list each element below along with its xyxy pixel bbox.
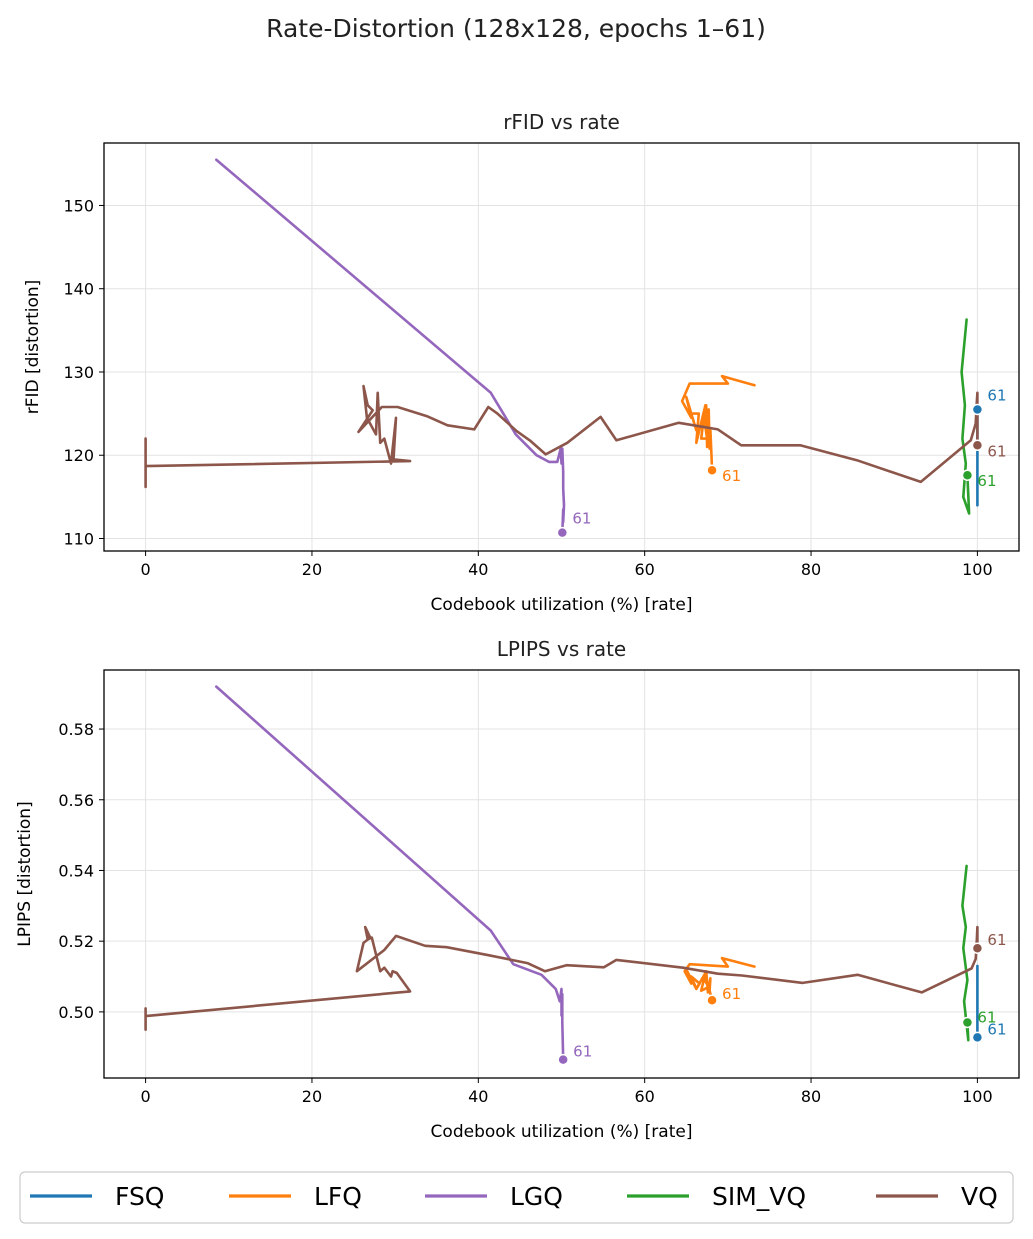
y-axis-label: LPIPS [distortion]	[15, 801, 35, 946]
x-tick-label-2: 40	[468, 1087, 488, 1106]
final-marker-sim-vq	[961, 469, 974, 481]
final-marker-lfq	[706, 464, 718, 476]
final-label-lfq: 61	[722, 985, 741, 1003]
axes-frame	[103, 669, 1020, 1079]
final-marker-fsq	[971, 403, 984, 416]
series-line-sim-vq	[960, 318, 971, 515]
y-tick-label-3: 140	[63, 280, 94, 299]
final-label-vq: 61	[987, 931, 1006, 949]
series-line-vq	[144, 925, 979, 1031]
legend-label-sim-vq: SIM_VQ	[712, 1182, 806, 1211]
final-marker-vq	[971, 439, 984, 452]
axes-frame	[103, 142, 1020, 552]
final-label-vq: 61	[987, 442, 1006, 460]
y-tick-label-0: 110	[63, 530, 94, 549]
y-tick-label-4: 150	[63, 196, 94, 215]
y-tick-label-2: 0.54	[58, 861, 94, 880]
final-marker-lgq	[557, 1053, 569, 1066]
x-axis-label: Codebook utilization (%) [rate]	[431, 1122, 693, 1142]
legend-label-lfq: LFQ	[314, 1182, 362, 1211]
panel-title: rFID vs rate	[503, 110, 620, 134]
x-tick-label-1: 20	[302, 1087, 322, 1106]
legend-frame	[19, 1171, 1014, 1224]
y-axis-label: rFID [distortion]	[23, 280, 43, 415]
series-line-lgq	[215, 685, 565, 1061]
x-axis-label: Codebook utilization (%) [rate]	[431, 595, 693, 615]
legend: FSQ LFQ LGQ SIM_VQ VQ	[19, 1171, 1014, 1224]
final-label-lgq: 61	[573, 1043, 592, 1061]
x-tick-label-0: 0	[140, 1087, 150, 1106]
final-marker-fsq	[971, 1031, 984, 1044]
final-label-lgq: 61	[572, 510, 591, 528]
final-label-fsq: 61	[987, 386, 1006, 404]
x-tick-label-1: 20	[302, 560, 322, 579]
y-tick-label-1: 0.52	[58, 932, 94, 951]
x-tick-label-4: 80	[801, 560, 821, 579]
legend-label-fsq: FSQ	[115, 1182, 165, 1211]
x-tick-label-4: 80	[801, 1087, 821, 1106]
final-marker-vq	[971, 942, 984, 954]
y-tick-label-0: 0.50	[58, 1003, 94, 1022]
series-line-sim-vq	[961, 864, 970, 1042]
final-label-lfq: 61	[722, 467, 741, 485]
final-label-fsq: 61	[987, 1020, 1006, 1038]
legend-label-vq: VQ	[961, 1182, 998, 1211]
series-line-lfq	[683, 956, 756, 1002]
y-tick-label-1: 120	[63, 446, 94, 465]
x-tick-label-2: 40	[468, 560, 488, 579]
x-tick-label-3: 60	[635, 1087, 655, 1106]
y-tick-label-2: 130	[63, 363, 94, 382]
panel-title: LPIPS vs rate	[497, 637, 626, 661]
x-tick-label-5: 100	[962, 560, 993, 579]
final-marker-sim-vq	[961, 1016, 974, 1029]
y-tick-label-3: 0.56	[58, 791, 94, 810]
x-tick-label-5: 100	[962, 1087, 993, 1106]
y-tick-label-4: 0.58	[58, 720, 94, 739]
x-tick-label-0: 0	[140, 560, 150, 579]
final-marker-lfq	[706, 994, 718, 1006]
figure-suptitle: Rate-Distortion (128x128, epochs 1–61)	[266, 14, 766, 43]
series-line-lgq	[215, 158, 566, 535]
panel-1: 61 61 61 61 61 0 20 40 60 80 100 110 120 130 140 150 rFI…	[23, 110, 1020, 615]
final-label-sim-vq: 61	[977, 1008, 996, 1026]
final-marker-lgq	[556, 526, 569, 539]
x-tick-label-3: 60	[635, 560, 655, 579]
final-label-sim-vq: 61	[977, 472, 996, 490]
legend-label-lgq: LGQ	[510, 1182, 563, 1211]
series-line-vq	[144, 384, 979, 489]
series-line-lfq	[680, 374, 756, 472]
